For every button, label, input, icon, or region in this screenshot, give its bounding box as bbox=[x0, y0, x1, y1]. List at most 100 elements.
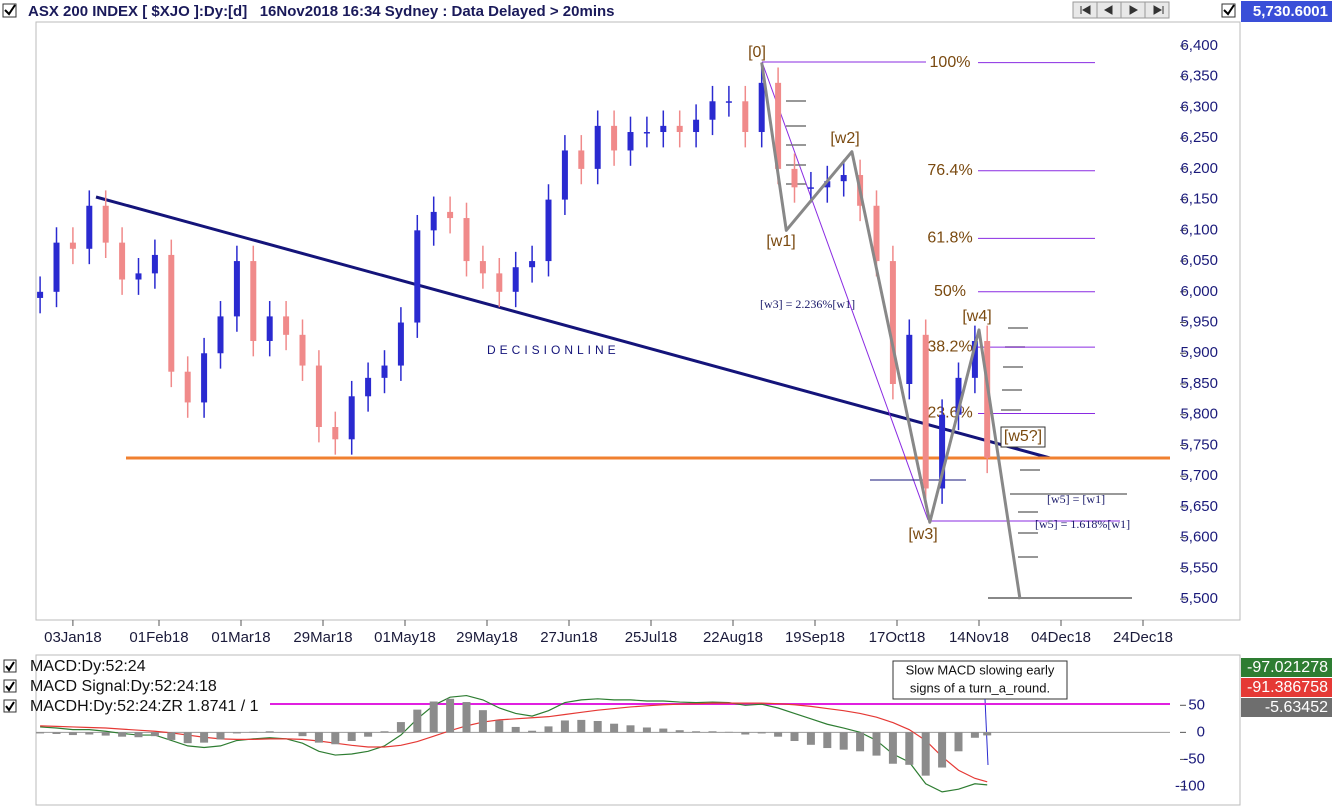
y-tick-label: 5,700 bbox=[1180, 467, 1218, 484]
y-tick-label: 6,200 bbox=[1180, 160, 1218, 177]
candle-body bbox=[742, 101, 749, 133]
candle-body bbox=[233, 261, 240, 317]
y-tick-label: 5,500 bbox=[1180, 590, 1218, 607]
candle-body bbox=[725, 101, 732, 103]
candle-body bbox=[53, 242, 60, 292]
candle-body bbox=[69, 242, 76, 249]
candle-body bbox=[365, 377, 372, 397]
histogram-bar bbox=[823, 732, 832, 749]
wave-label: [w3] bbox=[908, 526, 937, 543]
histogram-bar bbox=[36, 732, 45, 734]
candle-body bbox=[201, 353, 208, 403]
histogram-bar bbox=[429, 701, 438, 733]
wave-label: [w5?] bbox=[1004, 428, 1042, 445]
legend-label: MACD:Dy:52:24 bbox=[30, 658, 146, 675]
wave-box bbox=[1000, 426, 1046, 448]
histogram-bar bbox=[134, 732, 143, 738]
histogram-bar bbox=[528, 730, 537, 733]
histogram-bar bbox=[314, 732, 323, 743]
fib-label: 61.8% bbox=[927, 230, 972, 247]
candle-body bbox=[594, 125, 601, 169]
x-tick-label: 17Oct18 bbox=[869, 629, 926, 646]
candle-body bbox=[151, 254, 158, 274]
histogram-bar bbox=[52, 732, 61, 734]
candle-body bbox=[86, 205, 93, 249]
y-tick-label: 5,950 bbox=[1180, 314, 1218, 331]
histogram-bar bbox=[905, 732, 914, 765]
check-mark bbox=[1223, 4, 1235, 16]
candle-body bbox=[168, 254, 175, 372]
legend-label: MACDH:Dy:52:24:ZR 1.8741 / 1 bbox=[30, 698, 259, 715]
check-mark bbox=[5, 661, 15, 712]
legend-label: MACD Signal:Dy:52:24:18 bbox=[30, 678, 217, 695]
histogram-bar bbox=[938, 732, 947, 768]
fib-label: 76.4% bbox=[927, 162, 972, 179]
y-tick-label: 5,650 bbox=[1180, 498, 1218, 515]
candle-body bbox=[381, 365, 388, 378]
annotation: [w3] = 2.236%[w1] bbox=[760, 297, 855, 311]
y-tick-label: 50 bbox=[1188, 696, 1205, 713]
candle-body bbox=[348, 396, 355, 440]
histogram-bar bbox=[921, 732, 930, 776]
last-value-box bbox=[1241, 698, 1332, 717]
histogram-bar bbox=[954, 732, 963, 752]
histogram-bar bbox=[708, 731, 717, 733]
histogram-bar bbox=[118, 732, 127, 737]
check-mark bbox=[4, 4, 16, 16]
x-tick-label: 24Dec18 bbox=[1113, 629, 1173, 646]
candle-body bbox=[578, 150, 585, 169]
candle-body bbox=[791, 168, 798, 188]
y-tick-label: 6,400 bbox=[1180, 37, 1218, 54]
macd-line bbox=[40, 702, 988, 783]
candle-body bbox=[627, 132, 634, 151]
histogram-bar bbox=[249, 731, 258, 733]
histogram-bar bbox=[232, 732, 241, 734]
y-tick-label: 5,600 bbox=[1180, 529, 1218, 546]
chart-title: ASX 200 INDEX [ $XJO ]:Dy:[d] 16Nov2018 … bbox=[28, 3, 615, 20]
histogram-bar bbox=[790, 732, 799, 742]
y-tick-label: -100 bbox=[1175, 777, 1205, 794]
histogram-bar bbox=[757, 732, 766, 734]
histogram-bar bbox=[478, 710, 487, 733]
candle-body bbox=[283, 316, 290, 335]
y-tick-label: 6,350 bbox=[1180, 68, 1218, 85]
histogram-bar bbox=[593, 720, 602, 733]
candle-body bbox=[184, 371, 191, 403]
x-tick-label: 25Jul18 bbox=[625, 629, 678, 646]
last-value-box bbox=[1241, 678, 1332, 697]
histogram-bar bbox=[610, 723, 619, 733]
annotation: Slow MACD slowing early bbox=[906, 662, 1055, 677]
wave-label: [w1] bbox=[766, 233, 795, 250]
histogram-bar bbox=[183, 732, 192, 744]
histogram-bar bbox=[659, 728, 668, 733]
histogram-bar bbox=[396, 722, 405, 733]
y-tick-label: 5,750 bbox=[1180, 436, 1218, 453]
y-tick-label: 6,050 bbox=[1180, 252, 1218, 269]
histogram-bar bbox=[413, 709, 422, 733]
candle-body bbox=[984, 340, 991, 458]
fib-label: 38.2% bbox=[927, 338, 972, 355]
histogram-bar bbox=[347, 732, 356, 742]
histogram-bar bbox=[577, 719, 586, 733]
histogram-bar bbox=[642, 727, 651, 733]
candle-body bbox=[135, 273, 142, 280]
histogram-bar bbox=[200, 732, 209, 743]
candle-body bbox=[397, 322, 404, 366]
y-tick-label: -50 bbox=[1183, 750, 1205, 767]
candle-body bbox=[889, 261, 896, 384]
x-tick-label: 22Aug18 bbox=[703, 629, 763, 646]
histogram-bar bbox=[839, 732, 848, 750]
histogram-bar bbox=[970, 732, 979, 738]
histogram-bar bbox=[380, 731, 389, 733]
histogram-bar bbox=[298, 732, 307, 737]
histogram-bar bbox=[446, 698, 455, 733]
candle-body bbox=[676, 125, 683, 133]
macd-legend bbox=[3, 659, 17, 713]
nav-icons bbox=[1080, 5, 1164, 15]
candle-body bbox=[971, 340, 978, 378]
histogram-bar bbox=[983, 732, 992, 736]
annotation: [w5] = [w1] bbox=[1047, 492, 1105, 506]
candle-body bbox=[430, 211, 437, 231]
histogram-bar bbox=[675, 730, 684, 733]
candle-body bbox=[512, 267, 519, 292]
